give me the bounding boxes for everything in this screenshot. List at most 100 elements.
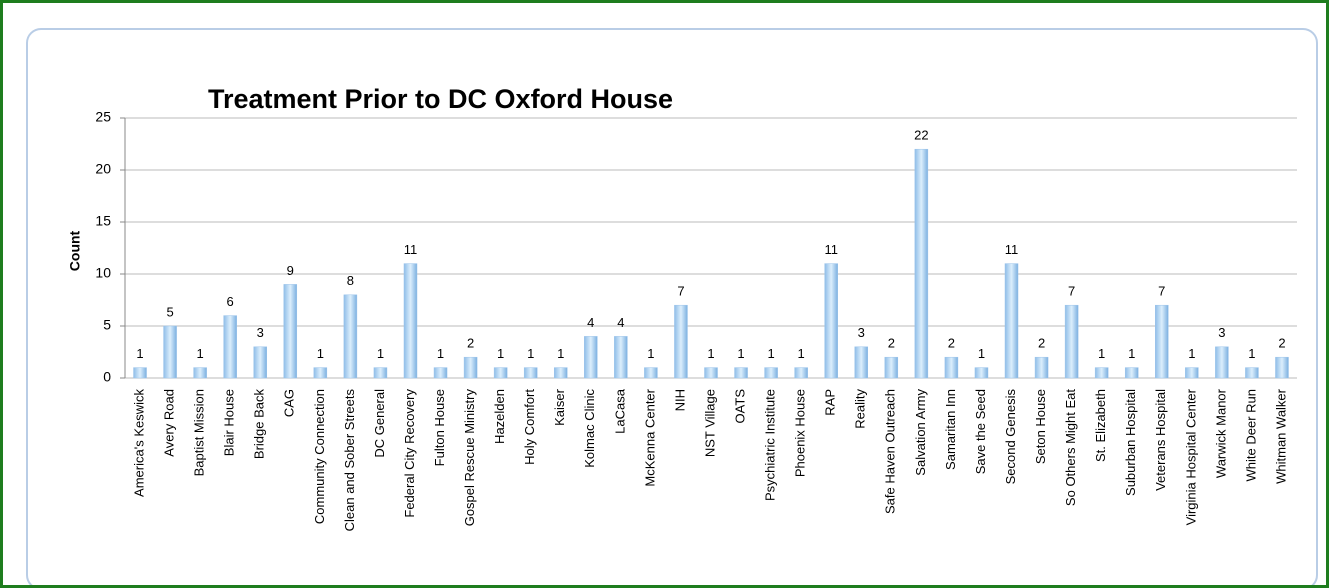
data-label: 1: [377, 346, 384, 361]
bar: [584, 336, 598, 379]
bar: [1064, 304, 1079, 379]
x-tick-label: Fulton House: [432, 389, 447, 466]
x-tick-label: Avery Road: [162, 389, 177, 457]
x-tick-label: Virginia Hospital Center: [1183, 388, 1198, 525]
bar: [734, 367, 748, 379]
data-label: 2: [888, 336, 895, 351]
data-label: 7: [677, 284, 684, 299]
data-label: 9: [287, 263, 294, 278]
y-tick-label: 5: [103, 317, 111, 333]
x-tick-label: Salvation Army: [913, 389, 928, 476]
bar: [1275, 356, 1289, 379]
x-tick-label: Holy Comfort: [522, 389, 537, 465]
data-label: 1: [557, 346, 564, 361]
x-tick-label: Kolmac Clinic: [582, 389, 597, 468]
x-tick-label: Suburban Hospital: [1123, 389, 1138, 496]
data-label: 3: [1218, 325, 1225, 340]
x-tick-label: Veterans Hospital: [1153, 389, 1168, 491]
chart: Treatment Prior to DC Oxford House Count…: [26, 28, 1318, 585]
data-label: 1: [437, 346, 444, 361]
data-label: 1: [767, 346, 774, 361]
chart-title: Treatment Prior to DC Oxford House: [208, 84, 673, 114]
bar: [193, 367, 207, 379]
x-tick-label: Clean and Sober Streets: [342, 389, 357, 532]
data-label: 7: [1068, 284, 1075, 299]
data-label: 3: [257, 325, 264, 340]
x-tick-label: America's Keswick: [131, 389, 146, 497]
bar: [674, 304, 688, 379]
bar: [1185, 367, 1199, 379]
data-label: 2: [1038, 336, 1045, 351]
data-label: 1: [527, 346, 534, 361]
x-tick-label: Blair House: [222, 389, 237, 456]
panel: [26, 28, 1318, 585]
data-label: 8: [347, 273, 354, 288]
bar: [1245, 367, 1259, 379]
data-label: 5: [166, 304, 173, 319]
data-label: 1: [197, 346, 204, 361]
bar: [223, 315, 237, 379]
x-tick-label: Phoenix House: [793, 389, 808, 477]
bar: [914, 148, 929, 379]
x-tick-label: Second Genesis: [1003, 389, 1018, 485]
x-tick-label: LaCasa: [612, 388, 627, 434]
data-label: 7: [1158, 284, 1165, 299]
bar: [824, 263, 838, 379]
x-tick-label: McKenna Center: [642, 388, 657, 486]
bar: [253, 346, 267, 379]
x-tick-label: Psychiatric Institute: [763, 389, 778, 501]
data-label: 1: [136, 346, 143, 361]
bar: [884, 356, 899, 379]
x-tick-label: Whitman Walker: [1273, 388, 1288, 484]
bar: [313, 367, 328, 379]
bar: [1155, 304, 1169, 379]
y-tick-label: 0: [103, 369, 111, 385]
data-label: 22: [914, 128, 928, 143]
bar: [854, 346, 869, 379]
x-tick-label: NIH: [672, 389, 687, 411]
data-label: 1: [1098, 346, 1105, 361]
bar: [553, 367, 568, 379]
bar: [493, 367, 508, 379]
bar: [343, 294, 358, 379]
x-tick-label: Seton House: [1033, 389, 1048, 464]
bar: [1124, 367, 1139, 379]
data-label: 1: [978, 346, 985, 361]
data-label: 1: [737, 346, 744, 361]
data-label: 2: [1278, 336, 1285, 351]
data-label: 1: [647, 346, 654, 361]
y-tick-label: 15: [95, 213, 111, 229]
bar: [523, 367, 538, 379]
x-tick-label: RAP: [823, 389, 838, 416]
y-tick-label: 25: [95, 109, 111, 125]
data-label: 1: [497, 346, 504, 361]
x-tick-label: Community Connection: [312, 389, 327, 524]
bar: [403, 263, 418, 379]
data-label: 2: [467, 336, 474, 351]
bar: [704, 367, 718, 379]
x-tick-label: Reality: [853, 389, 868, 429]
data-label: 3: [858, 325, 865, 340]
x-tick-label: CAG: [282, 389, 297, 417]
x-tick-label: OATS: [732, 389, 747, 424]
x-tick-label: Samaritan Inn: [943, 389, 958, 470]
x-tick-label: Warwick Manor: [1213, 388, 1228, 478]
bar: [163, 325, 177, 379]
x-tick-label: So Others Might Eat: [1063, 389, 1078, 506]
data-label: 1: [1188, 346, 1195, 361]
bar: [1004, 263, 1019, 379]
y-tick-label: 20: [95, 161, 111, 177]
data-label: 1: [317, 346, 324, 361]
x-tick-label: Kaiser: [552, 388, 567, 426]
x-tick-label: White Deer Run: [1243, 389, 1258, 481]
bar: [373, 367, 388, 379]
y-tick-label: 10: [95, 265, 111, 281]
bar: [944, 356, 959, 379]
x-tick-label: DC General: [372, 389, 387, 458]
data-label: 1: [1248, 346, 1255, 361]
data-label: 1: [707, 346, 714, 361]
bar: [1215, 346, 1229, 379]
bar: [133, 367, 147, 379]
data-label: 2: [948, 336, 955, 351]
data-label: 4: [587, 315, 594, 330]
